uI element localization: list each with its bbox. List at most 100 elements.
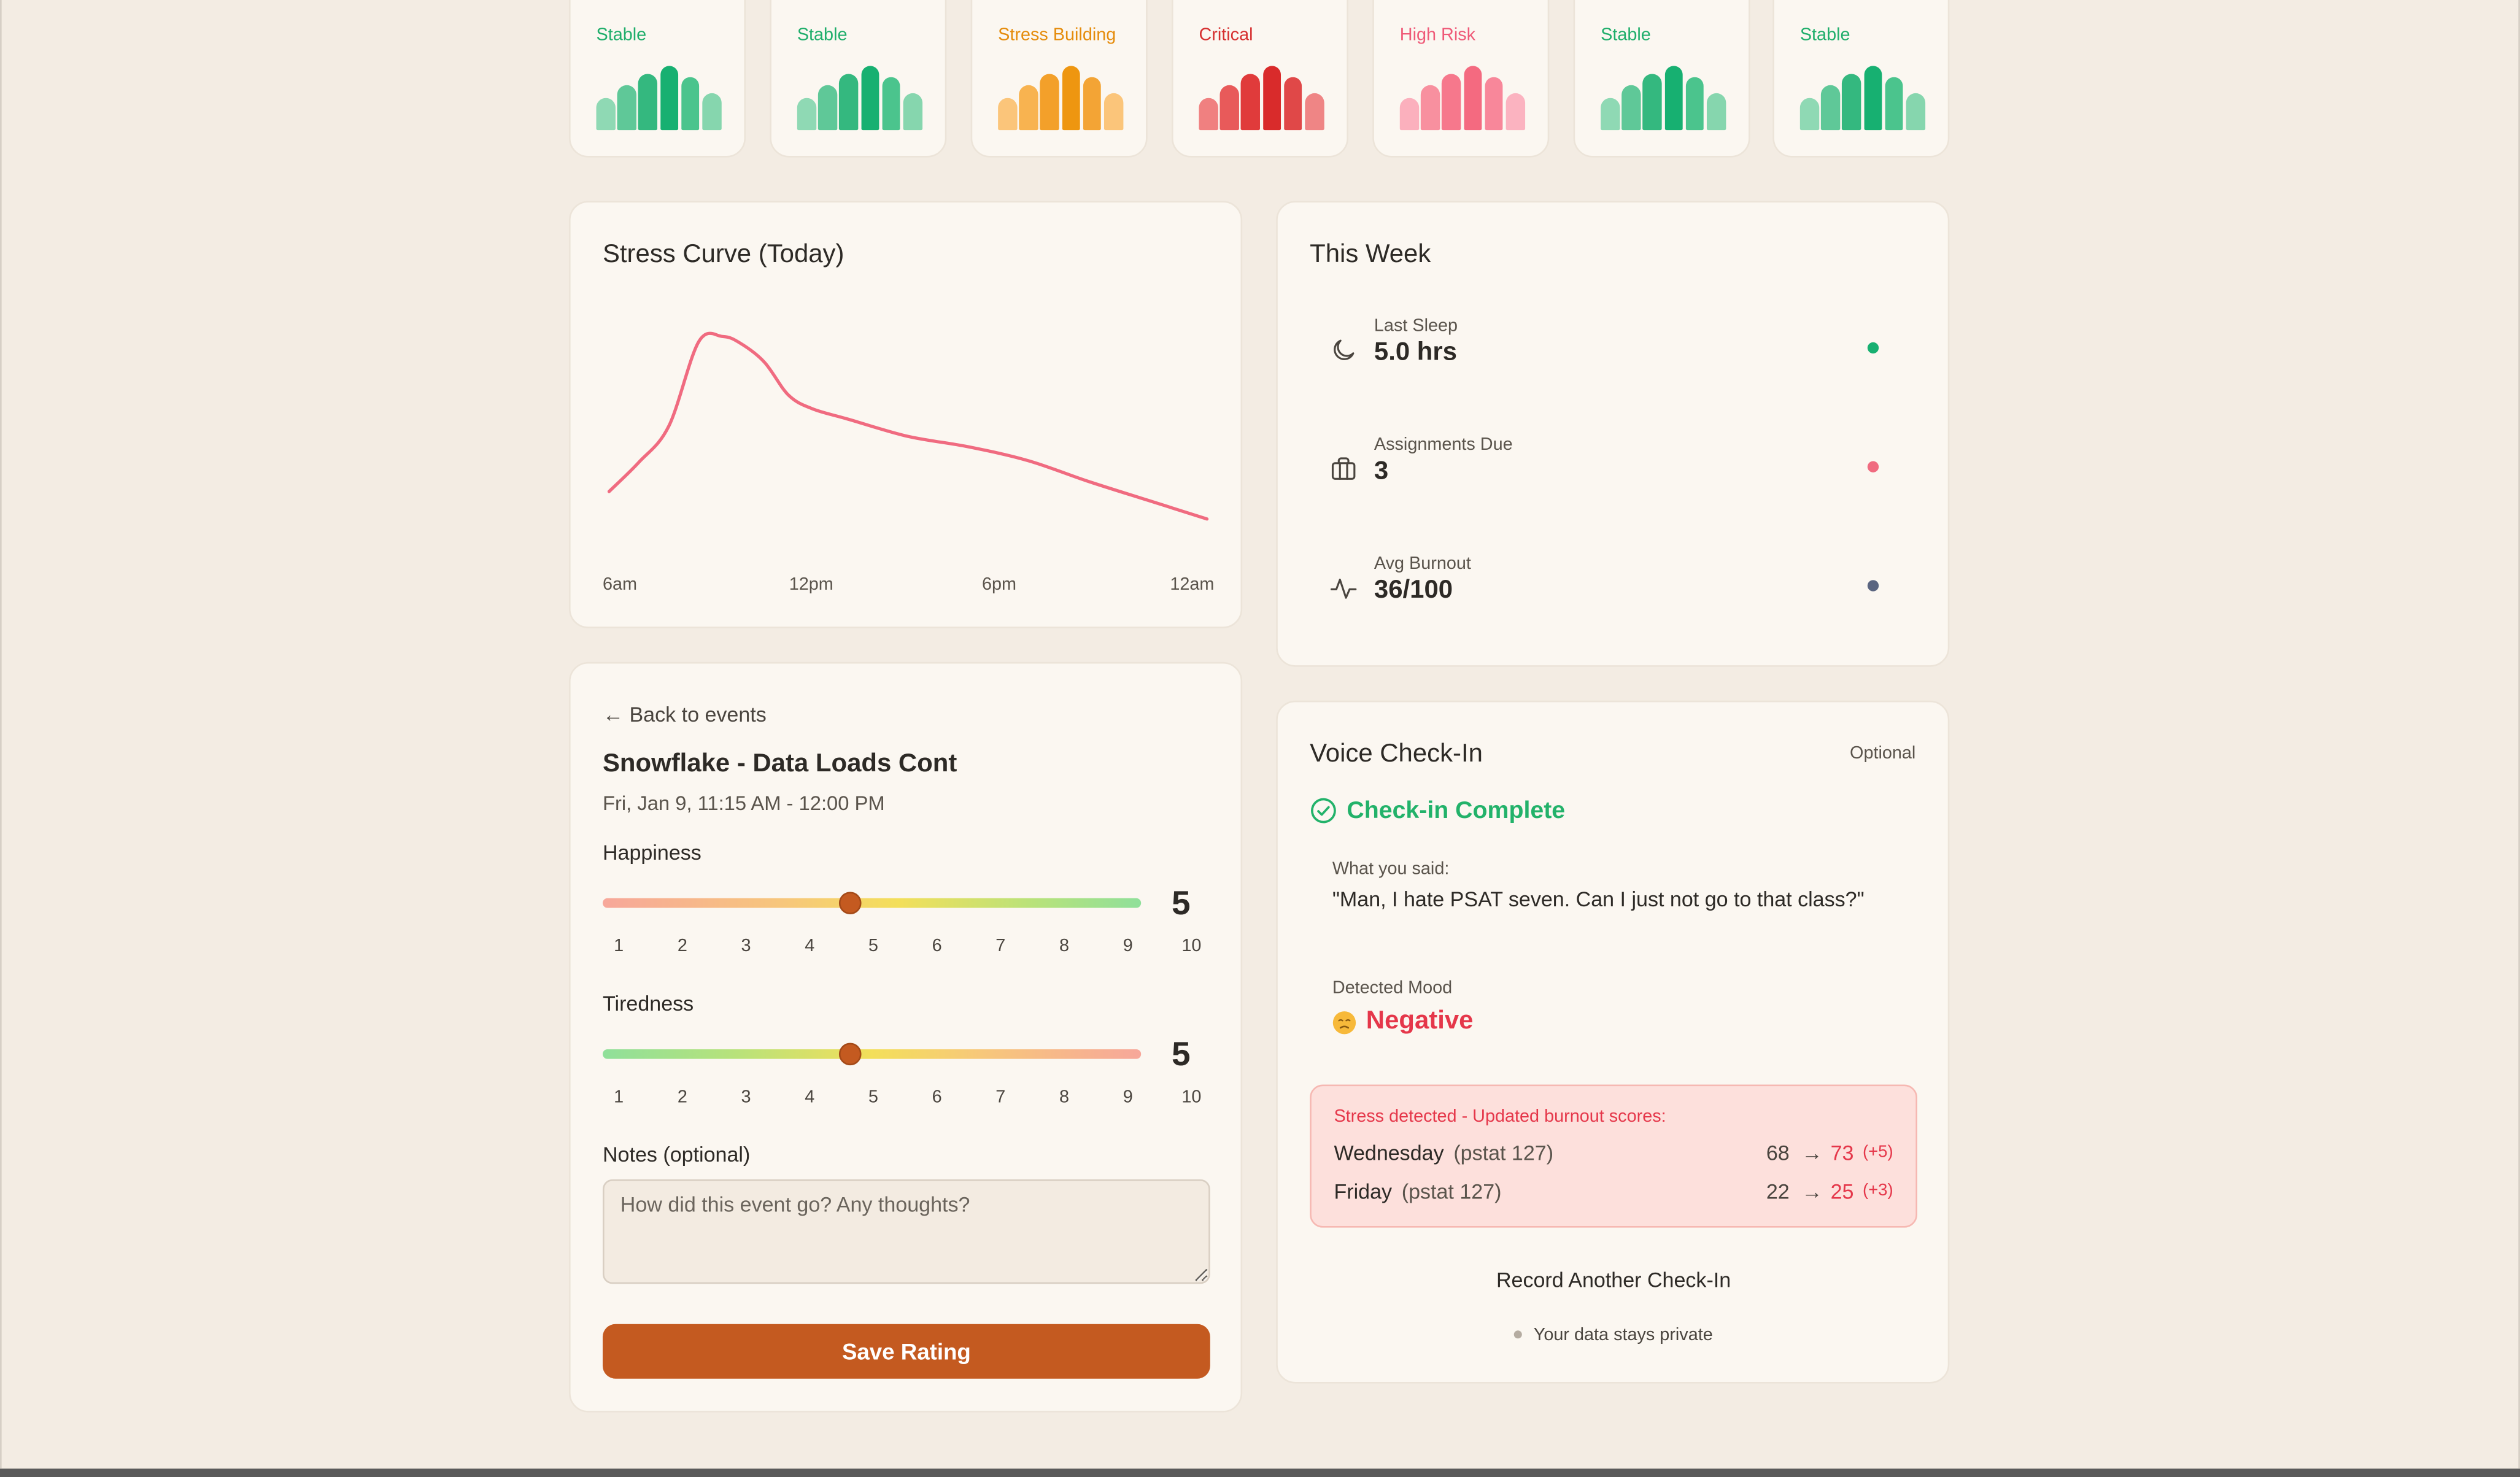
mini-bar — [702, 93, 721, 131]
mini-bar — [1061, 66, 1080, 131]
mini-bar — [1040, 73, 1059, 131]
tiredness-slider[interactable] — [602, 1043, 1142, 1066]
day-score: 16 — [1800, 0, 1853, 5]
day-score-card[interactable]: 62 High Risk — [1372, 0, 1550, 158]
scale-tick[interactable]: 8 — [1059, 936, 1070, 957]
mini-bar — [1505, 93, 1525, 131]
mini-bar — [1685, 77, 1704, 131]
day-status: Stable — [1799, 25, 1850, 45]
transcript-label: What you said: — [1332, 859, 1450, 879]
event-title: Snowflake - Data Loads Cont — [602, 750, 957, 778]
scale-tick[interactable]: 2 — [677, 1087, 687, 1108]
mini-bar-chart — [1399, 63, 1528, 131]
x-axis-label-6am: 6am — [602, 575, 638, 595]
score-delta: (+3) — [1862, 1181, 1893, 1201]
scale-tick[interactable]: 7 — [995, 1087, 1006, 1108]
mini-bar — [1601, 98, 1620, 131]
day-score-card[interactable]: 45 Stress Building — [970, 0, 1148, 158]
x-axis-label-12pm: 12pm — [789, 575, 833, 595]
happiness-label: Happiness — [602, 840, 702, 865]
day-score-card[interactable]: 16 Stable — [1772, 0, 1950, 158]
mini-bar — [1241, 73, 1260, 131]
mini-bar — [882, 77, 901, 131]
stress-curve-title: Stress Curve (Today) — [602, 241, 845, 269]
stress-curve-line — [607, 331, 1209, 521]
mini-bar — [1199, 98, 1218, 131]
scale-tick[interactable]: 2 — [677, 936, 687, 957]
stat-label: Last Sleep — [1374, 316, 1458, 336]
mini-bar — [797, 98, 816, 131]
scale-tick[interactable]: 5 — [868, 1087, 878, 1108]
scale-tick[interactable]: 4 — [805, 936, 815, 957]
scale-tick[interactable]: 6 — [932, 1087, 942, 1108]
mini-bar — [1799, 98, 1818, 131]
new-score: 73 — [1830, 1141, 1854, 1165]
mini-bar — [1421, 85, 1440, 131]
mini-bar — [1863, 66, 1882, 131]
happiness-slider-thumb[interactable] — [838, 892, 862, 914]
mini-bar-chart — [998, 63, 1126, 131]
stress-curve-card: Stress Curve (Today) 6am 12pm 6pm 12am — [568, 201, 1243, 628]
privacy-note: Your data stays private — [1278, 1325, 1950, 1345]
scale-tick[interactable]: 10 — [1181, 1087, 1202, 1108]
status-dot — [1867, 461, 1879, 472]
tiredness-slider-thumb[interactable] — [838, 1043, 862, 1066]
scale-tick[interactable]: 4 — [805, 1087, 815, 1108]
notes-field[interactable] — [602, 1179, 1210, 1284]
mood-value: Negative — [1366, 1007, 1474, 1035]
scale-tick[interactable]: 3 — [741, 936, 751, 957]
mini-bar — [1906, 93, 1925, 131]
scale-tick[interactable]: 6 — [932, 936, 942, 957]
stat-row-assignments-due: Assignments Due 3 — [1310, 436, 1898, 500]
new-score: 25 — [1830, 1179, 1854, 1204]
day-score: 45 — [998, 0, 1051, 5]
scale-tick[interactable]: 3 — [741, 1087, 751, 1108]
day-status: Stable — [596, 25, 647, 45]
record-another-checkin-button[interactable]: Record Another Check-In — [1310, 1260, 1917, 1298]
mini-bar-chart — [596, 63, 725, 131]
mini-bar-chart — [797, 63, 926, 131]
day-score-card[interactable]: 23 Stable — [1573, 0, 1750, 158]
transcript-text: "Man, I hate PSAT seven. Can I just not … — [1332, 887, 1865, 911]
detected-mood-label: Detected Mood — [1332, 978, 1453, 998]
mini-bar — [839, 73, 859, 131]
scale-tick[interactable]: 8 — [1059, 1087, 1070, 1108]
day-status: Critical — [1199, 25, 1253, 45]
back-to-events-link[interactable]: ← Back to events — [602, 702, 767, 727]
mini-bar — [1019, 85, 1038, 131]
mini-bar — [1706, 93, 1726, 131]
day-score-card[interactable]: 16 Stable — [568, 0, 746, 158]
scale-tick[interactable]: 1 — [614, 1087, 624, 1108]
day-status: Stable — [1601, 25, 1651, 45]
day-score: 16 — [597, 0, 650, 5]
stat-row-last-sleep: Last Sleep 5.0 hrs — [1310, 317, 1898, 381]
update-course: (pstat 127) — [1401, 1179, 1502, 1204]
stat-value: 36/100 — [1374, 577, 1453, 604]
optional-badge: Optional — [1850, 744, 1916, 763]
stat-label: Avg Burnout — [1374, 554, 1471, 574]
day-score-card[interactable]: 73 Critical — [1171, 0, 1349, 158]
scale-tick[interactable]: 1 — [614, 936, 624, 957]
scale-tick[interactable]: 9 — [1123, 1087, 1133, 1108]
this-week-card: This Week Last Sleep 5.0 hrs Assignments… — [1276, 201, 1950, 667]
privacy-note-text: Your data stays private — [1533, 1325, 1713, 1345]
arrow-right-icon: → — [1801, 1141, 1823, 1165]
scale-tick[interactable]: 5 — [868, 936, 878, 957]
scale-tick[interactable]: 9 — [1123, 936, 1133, 957]
day-score-card[interactable]: 23 Stable — [770, 0, 947, 158]
update-course: (pstat 127) — [1453, 1141, 1554, 1165]
mini-bar — [1463, 66, 1482, 131]
notes-label: Notes (optional) — [602, 1142, 751, 1167]
voice-checkin-title: Voice Check-In — [1310, 741, 1483, 768]
save-rating-button[interactable]: Save Rating — [602, 1324, 1210, 1379]
scale-tick[interactable]: 7 — [995, 936, 1006, 957]
mini-bar — [1821, 85, 1840, 131]
scale-tick[interactable]: 10 — [1181, 936, 1202, 957]
mini-bar — [903, 93, 922, 131]
mini-bar — [1842, 73, 1861, 131]
mini-bar-chart — [1601, 63, 1729, 131]
happiness-slider[interactable] — [602, 892, 1142, 914]
mini-bar — [818, 85, 837, 131]
tiredness-scale: 1 2 3 4 5 6 7 8 9 10 — [603, 1088, 1213, 1111]
this-week-title: This Week — [1310, 241, 1431, 269]
